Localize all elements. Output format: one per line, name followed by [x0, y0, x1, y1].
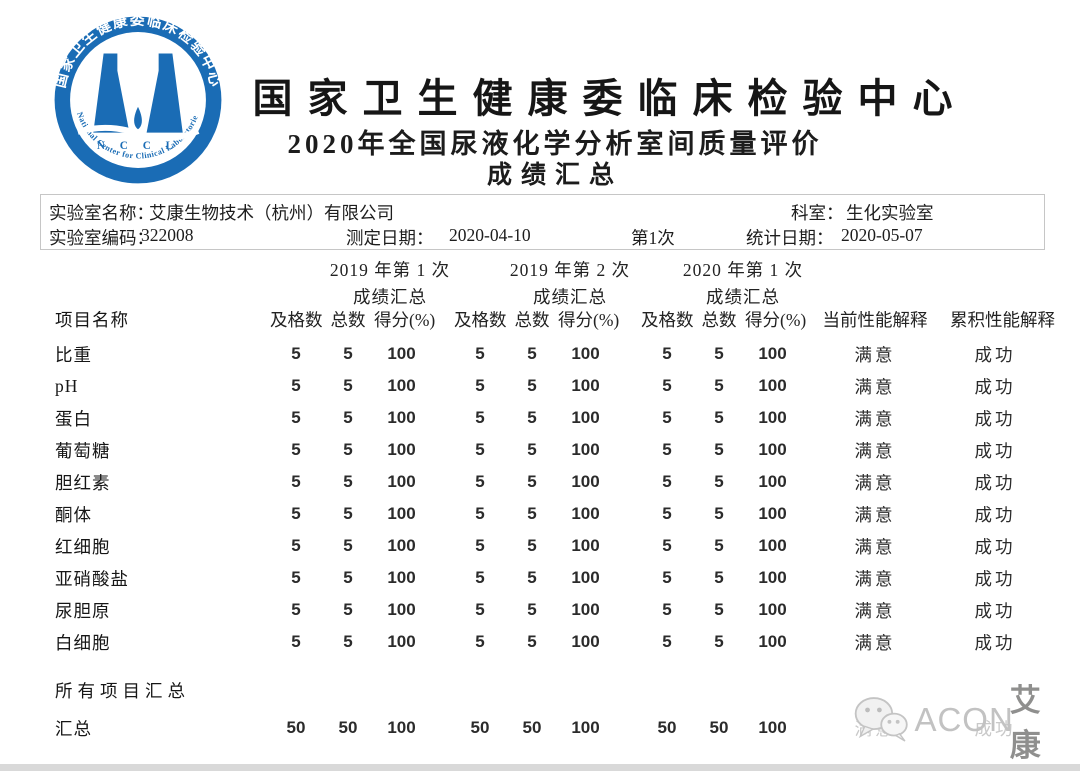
group-1-period: 2019 年第 1 次 — [329, 260, 451, 280]
cumulative-performance: 成功 — [974, 536, 1016, 557]
table-body: 比重 5 5 100 5 5 100 5 5 100 满意 成功 pH 5 5 … — [55, 338, 1045, 658]
department-label: 科室： — [791, 203, 844, 223]
group-2-period: 2019 年第 2 次 — [509, 260, 631, 280]
lab-code-value: 322008 — [141, 225, 194, 245]
table-header-row: 项目名称 及格数 总数 得分(%) 及格数 总数 得分(%) 及格数 总数 得分… — [55, 305, 1055, 333]
row-item-name: 酮体 — [55, 504, 92, 525]
row-item-name: 比重 — [55, 344, 92, 365]
table-row: 亚硝酸盐 5 5 100 5 5 100 5 5 100 满意 成功 — [55, 562, 1045, 594]
col-total-1: 总数 — [330, 309, 366, 330]
page-subtitle-2: 成绩汇总 — [486, 162, 623, 189]
row-item-name: 蛋白 — [55, 408, 92, 429]
cumulative-performance: 成功 — [974, 440, 1016, 461]
row-item-name: 红细胞 — [55, 536, 111, 557]
row-item-name: 葡萄糖 — [55, 440, 111, 461]
current-performance: 满意 — [854, 504, 896, 525]
group-3-period: 2020 年第 1 次 — [682, 260, 804, 280]
current-performance: 满意 — [854, 408, 896, 429]
page-subtitle: 2020年全国尿液化学分析室间质量评价 — [287, 129, 823, 159]
row-item-name: 胆红素 — [55, 472, 111, 493]
current-performance: 满意 — [854, 440, 896, 461]
table-row: 白细胞 5 5 100 5 5 100 5 5 100 满意 成功 — [55, 626, 1045, 658]
lab-name-value: 艾康生物技术（杭州）有限公司 — [149, 203, 394, 223]
cumulative-performance: 成功 — [974, 408, 1016, 429]
cumulative-performance: 成功 — [974, 504, 1016, 525]
col-pass-3: 及格数 — [641, 309, 694, 330]
round-label: 第1次 — [631, 228, 675, 248]
current-performance: 满意 — [854, 632, 896, 653]
table-row: 比重 5 5 100 5 5 100 5 5 100 满意 成功 — [55, 338, 1045, 370]
department-value: 生化实验室 — [846, 203, 934, 223]
col-score-1: 得分(%) — [374, 309, 436, 330]
col-project-name: 项目名称 — [55, 309, 129, 330]
col-total-2: 总数 — [514, 309, 550, 330]
test-date-label: 测定日期： — [346, 228, 434, 248]
current-performance: 满意 — [854, 344, 896, 365]
table-row: 葡萄糖 5 5 100 5 5 100 5 5 100 满意 成功 — [55, 434, 1045, 466]
col-pass-2: 及格数 — [454, 309, 507, 330]
table-row: 尿胆原 5 5 100 5 5 100 5 5 100 满意 成功 — [55, 594, 1045, 626]
group-2-subtitle: 成绩汇总 — [533, 287, 607, 307]
logo-center-letters: N C C L — [97, 140, 179, 152]
watermark-brand: ACON — [914, 701, 1014, 738]
row-item-name: 尿胆原 — [55, 600, 111, 621]
table-row: pH 5 5 100 5 5 100 5 5 100 满意 成功 — [55, 370, 1045, 402]
table-row: 蛋白 5 5 100 5 5 100 5 5 100 满意 成功 — [55, 402, 1045, 434]
summary-cumulative-performance: 成功 — [974, 718, 1016, 739]
row-item-name: 白细胞 — [55, 632, 111, 653]
cumulative-performance: 成功 — [974, 600, 1016, 621]
group-1-subtitle: 成绩汇总 — [353, 287, 427, 307]
nccl-logo: 国家卫生健康委临床检验中心 National Center for Clinic… — [52, 14, 223, 184]
watermark: ACON 艾康 — [852, 683, 1072, 763]
current-performance: 满意 — [854, 376, 896, 397]
lab-code-label: 实验室编码： — [49, 228, 154, 248]
col-score-2: 得分(%) — [558, 309, 620, 330]
lab-info-box: 实验室名称： 艾康生物技术（杭州）有限公司 科室： 生化实验室 实验室编码： 3… — [40, 194, 1045, 250]
table-row: 红细胞 5 5 100 5 5 100 5 5 100 满意 成功 — [55, 530, 1045, 562]
stat-date-value: 2020-05-07 — [841, 225, 923, 245]
page-bottom-edge — [0, 764, 1080, 771]
current-performance: 满意 — [854, 472, 896, 493]
cumulative-performance: 成功 — [974, 472, 1016, 493]
summary-section-label: 所有项目汇总 — [55, 681, 190, 701]
table-row: 酮体 5 5 100 5 5 100 5 5 100 满意 成功 — [55, 498, 1045, 530]
cumulative-performance: 成功 — [974, 344, 1016, 365]
watermark-brand-cn: 艾康 — [1009, 683, 1043, 763]
test-date-value: 2020-04-10 — [449, 225, 531, 245]
current-performance: 满意 — [854, 568, 896, 589]
col-score-3: 得分(%) — [745, 309, 807, 330]
group-3-subtitle: 成绩汇总 — [706, 287, 780, 307]
row-item-name: 亚硝酸盐 — [55, 568, 129, 589]
page-title: 国家卫生健康委临床检验中心 — [252, 76, 968, 121]
col-pass-1: 及格数 — [270, 309, 323, 330]
stat-date-label: 统计日期： — [746, 228, 834, 248]
col-total-3: 总数 — [701, 309, 737, 330]
wechat-icon — [854, 697, 908, 742]
cumulative-performance: 成功 — [974, 632, 1016, 653]
col-cumulative-perf: 累积性能解释 — [950, 309, 1055, 330]
col-current-perf: 当前性能解释 — [822, 309, 928, 330]
cumulative-performance: 成功 — [974, 568, 1016, 589]
table-row: 胆红素 5 5 100 5 5 100 5 5 100 满意 成功 — [55, 466, 1045, 498]
lab-name-label: 实验室名称： — [49, 203, 154, 223]
summary-name: 汇总 — [55, 718, 92, 739]
current-performance: 满意 — [854, 536, 896, 557]
row-item-name: pH — [55, 375, 79, 396]
cumulative-performance: 成功 — [974, 376, 1016, 397]
flask-icon — [93, 53, 183, 133]
current-performance: 满意 — [854, 600, 896, 621]
